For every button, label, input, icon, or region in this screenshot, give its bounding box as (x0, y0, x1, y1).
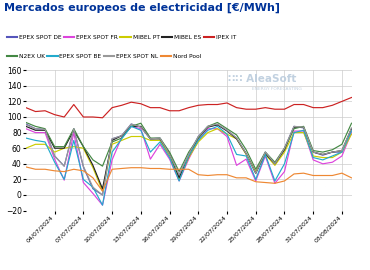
Text: ENERGY FORECASTING: ENERGY FORECASTING (252, 87, 302, 91)
Legend: N2EX UK, EPEX SPOT BE, EPEX SPOT NL, Nord Pool: N2EX UK, EPEX SPOT BE, EPEX SPOT NL, Nor… (7, 54, 201, 59)
Text: Mercados europeos de electricidad [€/MWh]: Mercados europeos de electricidad [€/MWh… (4, 3, 280, 13)
Legend: EPEX SPOT DE, EPEX SPOT FR, MIBEL PT, MIBEL ES, IPEX IT: EPEX SPOT DE, EPEX SPOT FR, MIBEL PT, MI… (7, 35, 236, 40)
Text: ∷∷ AleaSoft: ∷∷ AleaSoft (228, 75, 296, 85)
